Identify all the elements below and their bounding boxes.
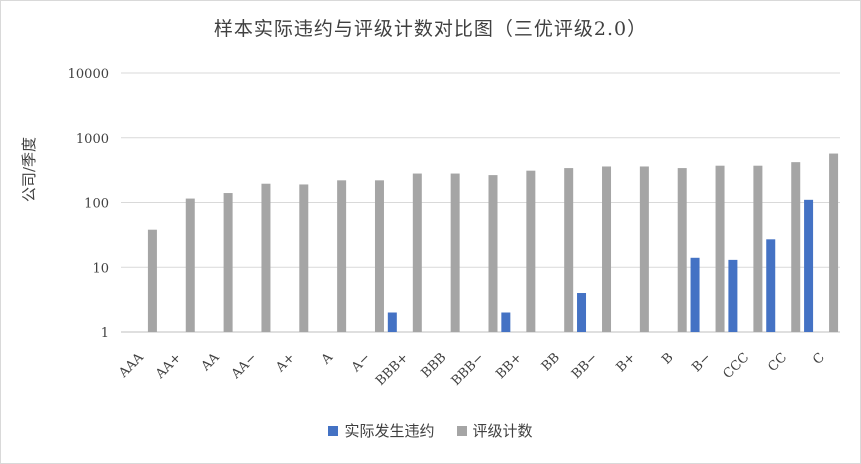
rating-count-bar <box>829 153 839 332</box>
default-bar <box>804 199 814 332</box>
rating-count-bar <box>564 168 574 332</box>
rating-count-bar <box>488 175 498 332</box>
rating-count-bar <box>223 193 233 332</box>
legend-swatch-rating-count <box>456 425 467 436</box>
rating-count-bar <box>450 173 460 332</box>
x-tick-label: B− <box>689 350 714 375</box>
x-tick-label: AAA <box>116 350 148 382</box>
rating-count-bar <box>526 170 536 332</box>
legend-item-rating-count: 评级计数 <box>456 420 533 441</box>
x-tick-label: CCC <box>721 350 753 382</box>
default-bar <box>690 257 700 332</box>
x-tick-label: A+ <box>272 350 298 376</box>
rating-count-bar <box>299 184 309 332</box>
rating-count-bar <box>602 166 612 332</box>
y-tick-label: 10000 <box>68 67 109 82</box>
rating-count-bar <box>639 166 649 332</box>
default-bar <box>766 239 776 332</box>
x-tick-label: AA <box>198 350 223 375</box>
rating-count-bar <box>715 165 725 332</box>
rating-count-bar <box>147 229 157 332</box>
rating-count-bar <box>261 183 271 332</box>
default-bar <box>577 293 587 332</box>
legend-swatch-defaults <box>328 425 339 436</box>
x-tick-label: AA+ <box>152 350 184 382</box>
x-tick-label: B <box>659 350 676 367</box>
y-tick-label: 1 <box>101 326 109 341</box>
x-tick-label: BBB+ <box>373 350 412 389</box>
y-tick-label: 1000 <box>76 132 109 147</box>
x-tick-label: BB <box>539 350 563 374</box>
chart-title: 样本实际违约与评级计数对比图（三优评级2.0） <box>213 18 648 40</box>
rating-count-bar <box>753 165 763 332</box>
y-tick-label: 100 <box>84 197 109 212</box>
x-tick-label: BB− <box>569 350 601 382</box>
rating-count-bar <box>677 168 687 332</box>
x-tick-label: A <box>318 350 336 368</box>
x-tick-label: BBB <box>419 350 450 381</box>
legend: 实际发生违约 评级计数 <box>0 420 861 441</box>
x-tick-label: BBB− <box>449 350 488 389</box>
x-tick-label: A− <box>348 350 374 376</box>
default-bar <box>501 312 511 332</box>
rating-count-bar <box>412 173 422 332</box>
legend-label-defaults: 实际发生违约 <box>344 422 435 440</box>
rating-count-bar <box>185 198 195 332</box>
legend-item-defaults: 实际发生违约 <box>328 420 435 441</box>
x-tick-label: BB+ <box>493 350 525 382</box>
legend-label-rating-count: 评级计数 <box>472 422 533 440</box>
x-tick-label: C <box>810 350 828 368</box>
x-tick-label: CC <box>765 350 790 375</box>
y-tick-label: 10 <box>92 261 109 276</box>
x-tick-label: B+ <box>614 350 639 375</box>
x-tick-label: AA− <box>228 350 260 382</box>
default-bar <box>387 312 397 332</box>
rating-count-bar <box>374 180 384 332</box>
default-bar <box>728 259 738 332</box>
rating-count-bar <box>337 180 347 332</box>
rating-count-bar <box>791 162 801 332</box>
